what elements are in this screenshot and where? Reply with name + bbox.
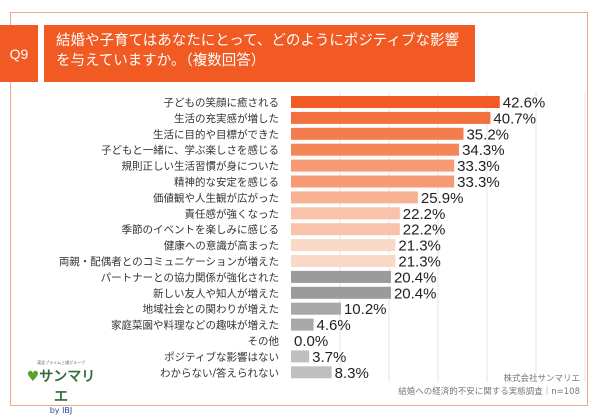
value-label: 3.7% [312, 349, 346, 366]
value-label: 33.3% [457, 158, 500, 175]
category-label: 季節のイベントを楽しみに感じる [122, 223, 280, 236]
value-label: 22.2% [403, 222, 446, 239]
bar [291, 318, 314, 331]
value-label: 33.3% [457, 174, 500, 191]
value-label: 21.3% [398, 238, 441, 255]
value-label: 42.6% [503, 95, 546, 112]
bar [291, 223, 400, 236]
category-label: パートナーとの協力関係が強化された [101, 271, 279, 284]
question-title: 結婚や子育てはあなたにとって、どのようにポジティブな影響を与えていますか。（複数… [44, 25, 475, 82]
value-label: 10.2% [344, 301, 387, 318]
category-label: わからない/答えられない [160, 366, 279, 379]
category-label: 健康への意識が高まった [164, 239, 279, 252]
bar [291, 286, 391, 299]
chart-frame [10, 12, 588, 406]
category-label: 子どもと一緒に、学ぶ楽しさを感じる [101, 144, 279, 157]
category-label: 責任感が強くなった [185, 207, 280, 220]
category-label: 地域社会との関わりが増えた [143, 303, 279, 316]
value-label: 4.6% [317, 317, 351, 334]
bar [291, 175, 455, 188]
bar [291, 270, 391, 283]
source-company: 株式会社サンマリエ [503, 374, 580, 384]
logo-tagline: 東証プライム上場グループ [37, 360, 85, 365]
value-label: 8.3% [335, 365, 369, 382]
bar [291, 350, 310, 363]
value-label: 20.4% [394, 269, 437, 286]
bar [291, 159, 455, 172]
source-survey: 結婚への経済的不安に関する実態調査｜n=108 [398, 387, 580, 397]
category-label: その他 [248, 335, 280, 348]
value-label: 22.2% [403, 206, 446, 223]
category-label: 新しい友人や知人が増えた [153, 287, 279, 300]
bar [291, 255, 396, 267]
value-label: 25.9% [421, 190, 464, 207]
bar [291, 143, 460, 156]
category-label: 生活の充実感が増した [174, 112, 279, 125]
category-label: 精神的な安定を感じる [174, 176, 279, 189]
logo-by: by IBJ [49, 406, 73, 415]
bar [291, 96, 500, 108]
value-label: 21.3% [398, 254, 441, 271]
bar [291, 207, 400, 220]
logo-name-text: サンマリエ [39, 369, 96, 405]
value-label: 34.3% [462, 142, 505, 159]
bar [291, 302, 341, 315]
value-label: 20.4% [394, 285, 437, 302]
bar [291, 127, 464, 140]
leaf-icon: ♥ [26, 369, 40, 385]
category-label: 子どもの笑顔に癒される [164, 96, 280, 109]
question-number: Q9 [0, 25, 38, 82]
value-label: 0.0% [294, 333, 328, 350]
bar [291, 111, 491, 124]
sunmarie-logo: 東証プライム上場グループ ♥サンマリエ by IBJ [26, 360, 96, 415]
value-label: 35.2% [466, 126, 509, 143]
logo-name: ♥サンマリエ [26, 366, 96, 406]
bar [291, 191, 418, 204]
category-label: 規則正しい生活習慣が身についた [122, 160, 280, 173]
value-label: 40.7% [493, 110, 536, 127]
category-label: 両親・配偶者とのコミュニケーションが増えた [59, 255, 279, 268]
category-label: 価値観や人生観が広がった [153, 191, 279, 204]
category-label: 家庭菜園や料理などの趣味が増えた [111, 319, 279, 332]
category-label: 生活に目的や目標ができた [153, 128, 279, 141]
source-note: 株式会社サンマリエ 結婚への経済的不安に関する実態調査｜n=108 [398, 373, 580, 399]
bar [291, 366, 332, 379]
category-label: ポジティブな影響はない [164, 350, 279, 363]
bar [291, 239, 396, 252]
